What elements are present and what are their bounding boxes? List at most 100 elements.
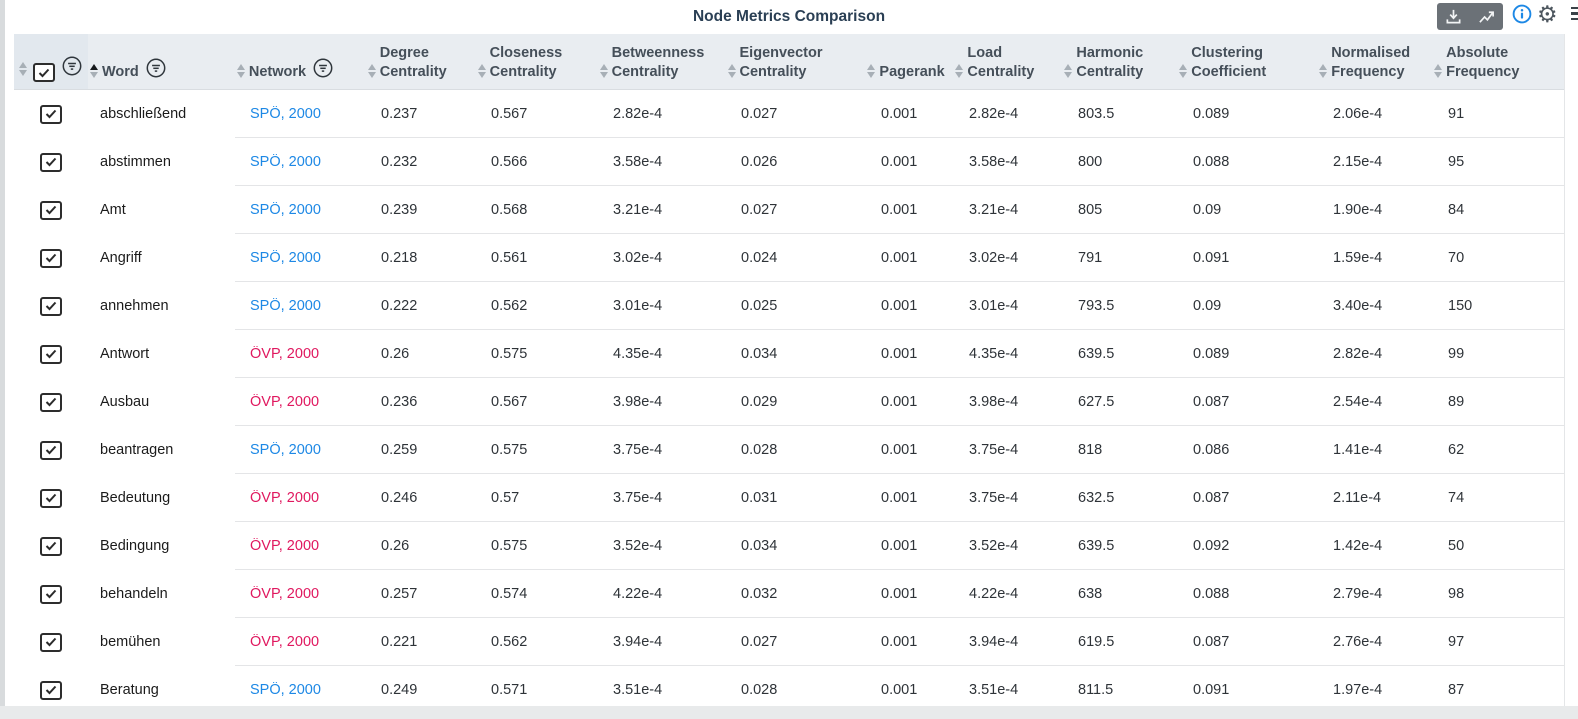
table-row: Ausbau ÖVP, 2000 0.236 0.567 3.98e-4 0.029 0.0… xyxy=(14,378,1564,426)
load-value: 3.58e-4 xyxy=(969,154,1019,170)
cell-absolute: 70 xyxy=(1415,250,1565,266)
sort-arrows-closeness[interactable] xyxy=(477,63,486,78)
load-value: 3.21e-4 xyxy=(969,202,1019,218)
info-button[interactable] xyxy=(1512,4,1532,27)
column-header-clustering[interactable]: Clustering Coefficient xyxy=(1159,34,1299,89)
settings-button[interactable]: ⚙ xyxy=(1537,1,1558,27)
sort-arrows-clustering[interactable] xyxy=(1179,63,1188,78)
column-header-degree[interactable]: Degree Centrality xyxy=(348,34,458,89)
column-header-network[interactable]: Network xyxy=(235,34,348,89)
row-separator xyxy=(235,617,1564,618)
cell-absolute: 89 xyxy=(1415,394,1565,410)
row-checkbox[interactable] xyxy=(40,680,62,700)
filter-icon-word[interactable] xyxy=(145,57,167,85)
chart-view-button[interactable] xyxy=(1470,3,1503,30)
sort-arrows-load[interactable] xyxy=(955,63,964,78)
column-header-absolute[interactable]: Absolute Frequency xyxy=(1414,34,1564,89)
cell-degree: 0.246 xyxy=(348,490,458,506)
cell-absolute: 91 xyxy=(1415,106,1565,122)
select-all-checkbox[interactable] xyxy=(33,63,55,82)
left-scrollbar-track xyxy=(0,0,5,719)
cell-network: ÖVP, 2000 xyxy=(235,538,348,554)
closeness-value: 0.561 xyxy=(491,250,528,266)
sort-arrows-select[interactable] xyxy=(19,61,27,76)
sort-arrows-network[interactable] xyxy=(236,63,245,78)
row-checkbox[interactable] xyxy=(40,392,62,412)
row-checkbox[interactable] xyxy=(40,536,62,556)
cell-closeness: 0.562 xyxy=(458,634,580,650)
cell-pagerank: 0.001 xyxy=(848,106,936,122)
cell-word: abschließend xyxy=(88,106,235,122)
column-header-eigenvector[interactable]: Eigenvector Centrality xyxy=(708,34,848,89)
normalised-value: 2.06e-4 xyxy=(1333,106,1383,122)
sort-arrows-absolute[interactable] xyxy=(1434,63,1443,78)
cell-clustering: 0.091 xyxy=(1160,682,1300,698)
row-checkbox[interactable] xyxy=(40,440,62,460)
row-checkbox[interactable] xyxy=(40,248,62,268)
absolute-value: 74 xyxy=(1448,490,1465,506)
sort-arrows-pagerank[interactable] xyxy=(867,63,876,78)
column-header-pagerank[interactable]: Pagerank xyxy=(847,34,945,89)
column-header-load[interactable]: Load Centrality xyxy=(935,34,1044,89)
overflow-menu-button[interactable] xyxy=(1571,7,1578,23)
filter-icon-network[interactable] xyxy=(312,57,334,85)
sort-arrows-eigenvector[interactable] xyxy=(727,63,736,78)
column-header-word[interactable]: Word xyxy=(88,34,235,89)
cell-closeness: 0.575 xyxy=(458,442,580,458)
cell-network: ÖVP, 2000 xyxy=(235,490,348,506)
sort-arrows-betweenness[interactable] xyxy=(599,63,608,78)
cell-select xyxy=(14,632,88,652)
row-checkbox[interactable] xyxy=(40,296,62,316)
sort-arrows-normalised[interactable] xyxy=(1319,63,1328,78)
column-header-betweenness[interactable]: Betweenness Centrality xyxy=(580,34,708,89)
column-header-select[interactable] xyxy=(14,34,88,89)
sort-asc-icon xyxy=(1319,63,1328,70)
cell-degree: 0.26 xyxy=(348,346,458,362)
degree-value: 0.239 xyxy=(381,202,418,218)
row-checkbox[interactable] xyxy=(40,632,62,652)
column-header-harmonic[interactable]: Harmonic Centrality xyxy=(1044,34,1159,89)
sort-arrows-word[interactable] xyxy=(89,63,98,78)
row-checkbox[interactable] xyxy=(40,584,62,604)
pagerank-value: 0.001 xyxy=(881,538,918,554)
harmonic-value: 791 xyxy=(1078,250,1103,266)
network-value: ÖVP, 2000 xyxy=(250,490,320,506)
horizontal-scrollbar-track[interactable] xyxy=(0,706,1578,719)
word-value: Antwort xyxy=(100,346,150,362)
column-header-closeness[interactable]: Closeness Centrality xyxy=(458,34,580,89)
cell-closeness: 0.571 xyxy=(458,682,580,698)
cell-select xyxy=(14,584,88,604)
sort-arrows-degree[interactable] xyxy=(367,63,376,78)
harmonic-value: 638 xyxy=(1078,586,1103,602)
cell-select xyxy=(14,152,88,172)
table-row: Antwort ÖVP, 2000 0.26 0.575 4.35e-4 0.034 0.0… xyxy=(14,330,1564,378)
cell-load: 3.02e-4 xyxy=(936,250,1045,266)
cell-eigenvector: 0.028 xyxy=(708,682,848,698)
column-header-normalised[interactable]: Normalised Frequency xyxy=(1299,34,1414,89)
row-checkbox[interactable] xyxy=(40,488,62,508)
clustering-value: 0.087 xyxy=(1193,394,1230,410)
sort-arrows-harmonic[interactable] xyxy=(1064,63,1073,78)
cell-pagerank: 0.001 xyxy=(848,490,936,506)
normalised-value: 2.76e-4 xyxy=(1333,634,1383,650)
download-button[interactable] xyxy=(1437,3,1470,30)
clustering-value: 0.091 xyxy=(1193,250,1230,266)
cell-normalised: 1.90e-4 xyxy=(1300,202,1415,218)
cell-pagerank: 0.001 xyxy=(848,202,936,218)
cell-pagerank: 0.001 xyxy=(848,634,936,650)
eigenvector-value: 0.027 xyxy=(741,634,778,650)
row-checkbox[interactable] xyxy=(40,104,62,124)
absolute-value: 91 xyxy=(1448,106,1465,122)
row-separator xyxy=(235,281,1564,282)
cell-load: 2.82e-4 xyxy=(936,106,1045,122)
row-checkbox[interactable] xyxy=(40,344,62,364)
row-separator xyxy=(235,569,1564,570)
sort-asc-icon xyxy=(236,63,245,70)
cell-select xyxy=(14,200,88,220)
cell-select xyxy=(14,536,88,556)
cell-closeness: 0.57 xyxy=(458,490,580,506)
row-checkbox[interactable] xyxy=(40,152,62,172)
row-separator xyxy=(235,185,1564,186)
row-checkbox[interactable] xyxy=(40,200,62,220)
filter-icon-select[interactable] xyxy=(61,55,83,83)
